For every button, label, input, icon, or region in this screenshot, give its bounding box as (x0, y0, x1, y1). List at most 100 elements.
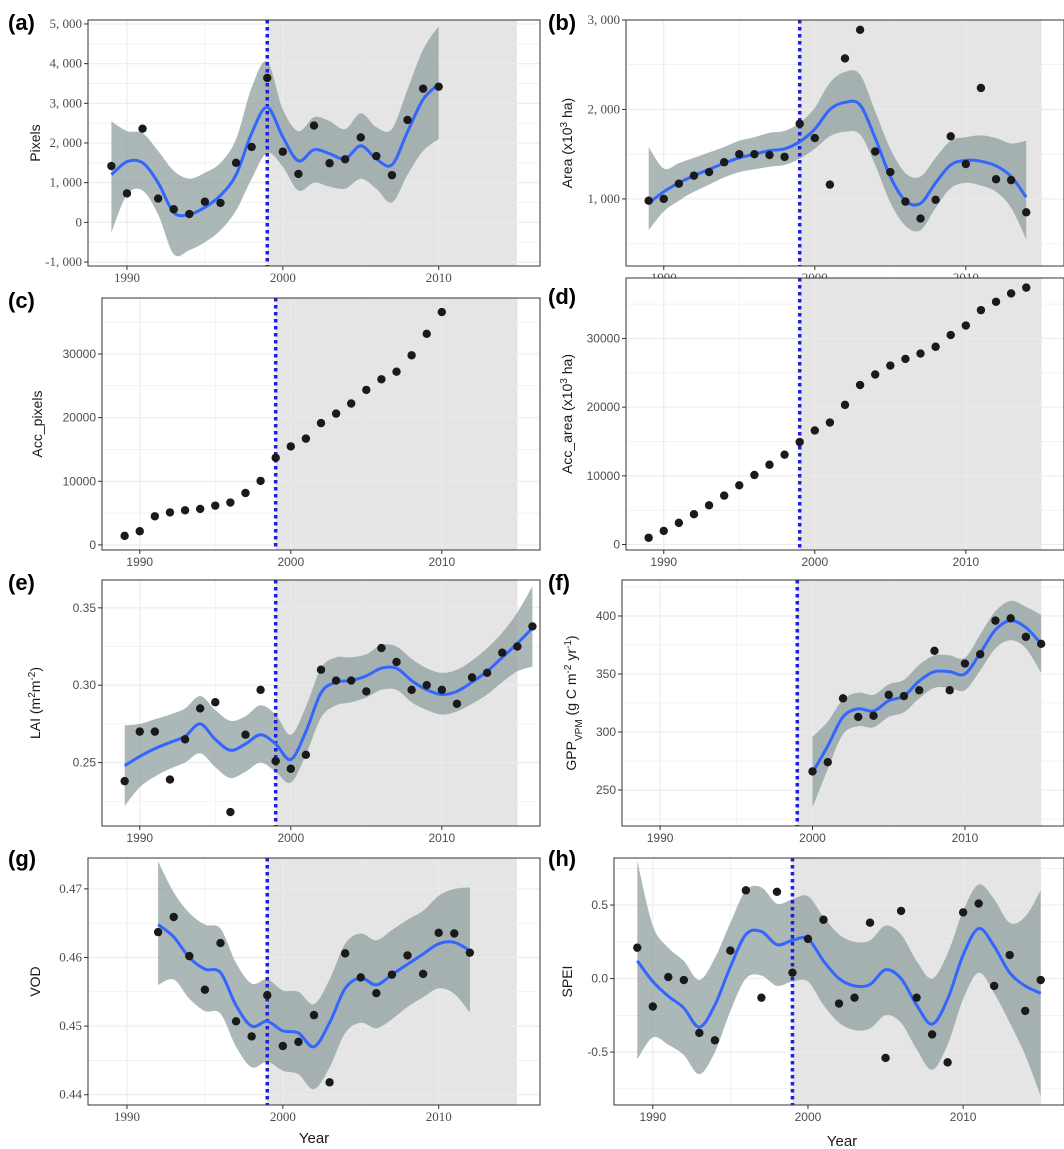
data-point (735, 481, 744, 490)
panel-label: (f) (548, 570, 570, 595)
data-point (153, 927, 163, 937)
y-tick-label: 1, 000 (588, 191, 621, 206)
y-tick-label: 10000 (63, 474, 97, 488)
data-point (169, 912, 178, 922)
data-point (958, 908, 968, 917)
data-point (989, 981, 999, 991)
data-point (808, 767, 817, 776)
data-point (528, 622, 537, 631)
y-tick-label: 30000 (63, 347, 97, 361)
panel-border (101, 297, 541, 551)
panel-border (87, 857, 541, 1106)
y-tick-label: 4, 000 (50, 56, 83, 71)
data-point (247, 142, 256, 152)
data-point (434, 928, 443, 937)
x-tick-label: 2010 (952, 555, 979, 569)
data-point (377, 375, 386, 384)
y-tick-label: -1, 000 (45, 254, 82, 269)
data-point (513, 642, 522, 651)
data-point (633, 943, 642, 952)
data-point (467, 673, 477, 682)
data-point (331, 676, 341, 685)
panel-c: 1990 2000 2010 0 10000 20000 30000 Acc_pixels (c… (8, 288, 541, 569)
data-point (434, 82, 443, 91)
data-point (689, 171, 699, 180)
data-point (180, 735, 190, 744)
data-point (840, 54, 850, 63)
data-point (927, 1030, 937, 1039)
y-tick-label: 3, 000 (588, 12, 621, 27)
y-tick-label: 2, 000 (50, 135, 83, 150)
data-point (482, 668, 492, 678)
y-tick-label: 0.45 (59, 1018, 82, 1033)
panel-e: 1990 2000 2010 0.25 0.30 0.35 LAI (m2m-2) (e) (8, 570, 541, 845)
y-tick-label: 5, 000 (50, 16, 83, 31)
data-point (150, 727, 160, 736)
data-point (674, 179, 684, 188)
y-tick-label: 350 (596, 667, 616, 681)
data-point (241, 730, 250, 739)
data-points (120, 307, 447, 541)
y-tick-label: -0.5 (587, 1045, 608, 1059)
data-point (644, 533, 653, 542)
y-axis-title: GPPVPM (g C m-2 yr-1) (563, 635, 585, 770)
shaded-period (275, 298, 518, 550)
data-point (195, 704, 205, 713)
panel-label: (e) (8, 570, 35, 595)
x-tick-label: 2000 (277, 555, 304, 569)
panel-label: (c) (8, 288, 35, 313)
data-point (1006, 175, 1016, 185)
panel-g: 1990 2000 2010 0.44 0.45 0.46 0.47 VOD Year (g) (8, 846, 541, 1147)
data-point (975, 650, 985, 659)
data-point (1036, 639, 1046, 649)
y-tick-label: 0.35 (73, 601, 97, 615)
y-tick-label: 400 (596, 609, 616, 623)
data-point (1005, 950, 1014, 960)
x-tick-label: 2000 (799, 831, 826, 845)
data-point (644, 196, 653, 205)
data-point (886, 167, 895, 177)
data-point (231, 158, 241, 168)
y-tick-label: 0.46 (59, 949, 82, 964)
smooth-fit-line (157, 923, 471, 1049)
data-point (916, 214, 925, 223)
data-point (719, 491, 729, 500)
data-points (808, 614, 1046, 776)
data-point (795, 119, 804, 128)
data-point (810, 133, 819, 143)
data-point (1022, 283, 1031, 292)
data-point (1006, 289, 1016, 298)
data-point (757, 993, 766, 1002)
data-point (838, 694, 848, 703)
data-point (850, 993, 859, 1002)
x-tick-label: 2010 (428, 555, 455, 569)
data-point (659, 526, 668, 536)
data-point (271, 453, 280, 462)
confidence-ribbon (111, 26, 439, 257)
panel-border (625, 19, 1064, 267)
data-point (912, 993, 921, 1002)
x-tick-label: 1990 (126, 555, 153, 569)
data-point (679, 975, 689, 985)
data-point (960, 659, 970, 668)
data-point (294, 169, 303, 179)
y-tick-label: 250 (596, 783, 616, 797)
x-tick-label: 2010 (952, 831, 979, 845)
panel-label: (d) (548, 284, 576, 309)
data-point (648, 1002, 657, 1011)
x-tick-label: 1990 (650, 555, 677, 569)
data-point (840, 400, 850, 410)
data-point (945, 686, 954, 695)
panel-h: 1990 2000 2010 -0.5 0.0 0.5 SPEI Year (h) (548, 846, 1064, 1149)
data-point (347, 399, 356, 408)
data-point (138, 124, 147, 133)
data-point (931, 342, 940, 351)
data-point (331, 409, 341, 418)
data-point (825, 418, 835, 427)
data-point (271, 756, 280, 766)
data-points (644, 25, 1031, 223)
data-point (278, 147, 288, 156)
panel-label: (b) (548, 10, 576, 35)
data-point (226, 498, 235, 507)
